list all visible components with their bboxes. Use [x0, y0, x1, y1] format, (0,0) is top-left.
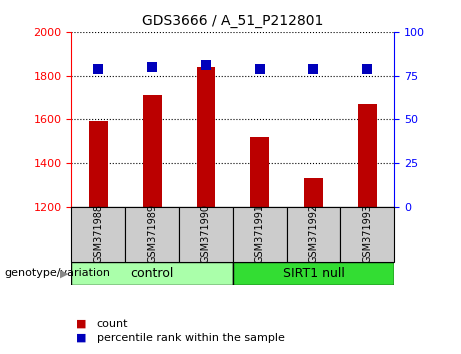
- Bar: [71, 262, 233, 285]
- Text: count: count: [97, 319, 128, 329]
- Title: GDS3666 / A_51_P212801: GDS3666 / A_51_P212801: [142, 14, 324, 28]
- Text: percentile rank within the sample: percentile rank within the sample: [97, 333, 285, 343]
- Text: ■: ■: [76, 319, 87, 329]
- Text: GSM371989: GSM371989: [147, 204, 157, 263]
- Text: GSM371993: GSM371993: [362, 204, 372, 263]
- Bar: [340, 207, 394, 262]
- Bar: [233, 207, 287, 262]
- Bar: [71, 207, 125, 262]
- Text: SIRT1 null: SIRT1 null: [283, 267, 344, 280]
- Bar: [196, 67, 215, 207]
- Bar: [358, 104, 377, 207]
- Text: GSM371991: GSM371991: [254, 204, 265, 263]
- Bar: [250, 137, 269, 207]
- Bar: [304, 177, 323, 207]
- Point: [364, 66, 371, 72]
- Point: [95, 66, 102, 72]
- Text: ■: ■: [76, 333, 87, 343]
- Bar: [179, 207, 233, 262]
- Point: [202, 62, 210, 68]
- Point: [256, 66, 263, 72]
- Bar: [287, 207, 340, 262]
- Bar: [89, 121, 108, 207]
- Text: GSM371990: GSM371990: [201, 204, 211, 263]
- Text: ▶: ▶: [60, 268, 69, 279]
- Text: GSM371988: GSM371988: [93, 204, 103, 263]
- Point: [148, 64, 156, 70]
- Text: control: control: [130, 267, 174, 280]
- Bar: [125, 207, 179, 262]
- Text: genotype/variation: genotype/variation: [5, 268, 111, 279]
- Point: [310, 66, 317, 72]
- Text: GSM371992: GSM371992: [308, 204, 319, 263]
- Bar: [233, 262, 394, 285]
- Bar: [143, 95, 161, 207]
